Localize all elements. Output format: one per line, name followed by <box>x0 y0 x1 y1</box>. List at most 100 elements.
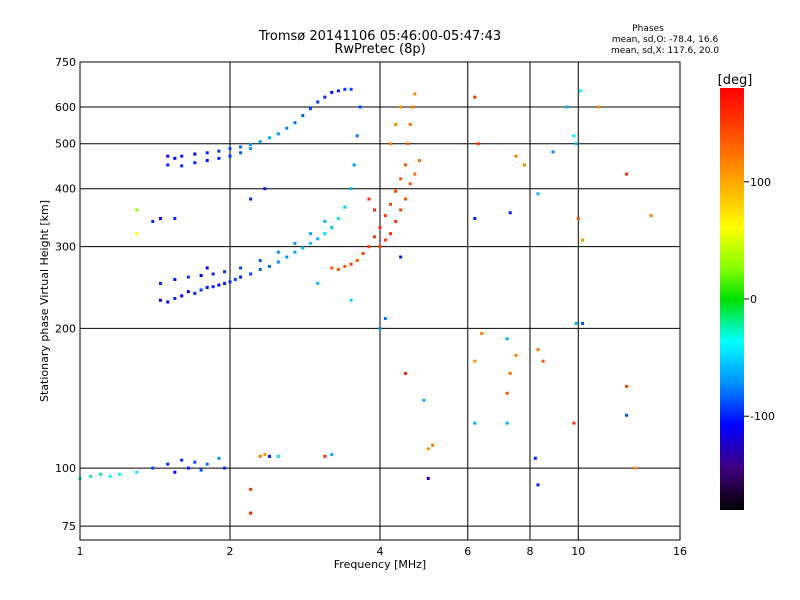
colorbar-ticks: 100 0 -100 <box>744 176 775 423</box>
data-point <box>186 466 190 470</box>
data-point <box>166 300 170 304</box>
data-point <box>173 217 177 221</box>
data-point <box>249 143 253 147</box>
data-point <box>205 286 209 290</box>
data-point <box>508 211 512 215</box>
data-point <box>205 151 209 155</box>
data-point <box>373 208 377 212</box>
data-point <box>211 272 215 276</box>
data-point <box>505 421 509 425</box>
data-point <box>293 121 297 125</box>
data-point <box>308 232 312 236</box>
data-point <box>316 281 320 285</box>
colorbar-tick-label: -100 <box>750 410 775 423</box>
data-point <box>625 172 629 176</box>
y-tick-label: 75 <box>62 520 76 533</box>
data-point <box>323 454 327 458</box>
data-point <box>349 262 353 266</box>
data-point <box>625 413 629 417</box>
data-point <box>572 134 576 138</box>
data-point <box>399 177 403 181</box>
x-tick-label: 16 <box>673 545 687 558</box>
data-point <box>533 456 537 460</box>
colorbar-tick-label: 100 <box>750 176 771 189</box>
data-point <box>581 321 585 325</box>
y-tick-label: 300 <box>55 241 76 254</box>
data-point <box>205 462 209 466</box>
data-point <box>523 163 527 167</box>
data-point <box>217 283 221 287</box>
data-point <box>135 470 139 474</box>
data-point <box>228 154 232 158</box>
data-point <box>249 197 253 201</box>
data-point <box>180 164 184 168</box>
data-point <box>473 421 477 425</box>
data-point <box>426 447 430 451</box>
y-tick-label: 100 <box>55 462 76 475</box>
data-point <box>166 154 170 158</box>
data-point <box>308 107 312 111</box>
data-point <box>249 272 253 276</box>
data-point <box>378 245 382 249</box>
x-tick-labels: 1 2 4 6 8 10 16 <box>77 545 688 558</box>
data-point <box>378 225 382 229</box>
data-point <box>541 359 545 363</box>
grid-lines <box>80 62 680 540</box>
y-tick-label: 400 <box>55 183 76 196</box>
y-axis-label: Stationary phase Virtual Height [km] <box>38 200 51 402</box>
x-tick-label: 10 <box>571 545 585 558</box>
data-point <box>293 250 297 254</box>
data-point <box>173 156 177 160</box>
chart-subtitle: RwPretec (8p) <box>334 42 425 57</box>
data-point <box>431 443 435 447</box>
data-point <box>473 95 477 99</box>
data-point <box>233 277 237 281</box>
colorbar <box>720 88 744 510</box>
data-point <box>276 454 280 458</box>
data-point <box>285 126 289 130</box>
data-point <box>173 296 177 300</box>
data-point <box>323 219 327 223</box>
data-point <box>505 391 509 395</box>
data-point <box>378 326 382 330</box>
data-point <box>217 156 221 160</box>
data-point <box>389 202 393 206</box>
data-point <box>135 232 139 236</box>
data-point <box>514 154 518 158</box>
data-point <box>211 285 215 289</box>
data-point <box>349 87 353 91</box>
data-point <box>228 147 232 151</box>
data-point <box>361 252 365 256</box>
data-point <box>330 452 334 456</box>
data-point <box>336 89 340 93</box>
x-tick-label: 4 <box>377 545 384 558</box>
data-point <box>514 353 518 357</box>
data-point <box>399 208 403 212</box>
data-point <box>186 275 190 279</box>
data-point <box>158 281 162 285</box>
data-point <box>373 235 377 239</box>
data-point <box>330 225 334 229</box>
x-tick-label: 8 <box>527 545 534 558</box>
phase-stats-x: mean, sd,X: 117.6, 20.0 <box>611 46 719 56</box>
x-tick-label: 6 <box>464 545 471 558</box>
data-point <box>89 474 93 478</box>
data-point <box>578 89 582 93</box>
data-point <box>403 163 407 167</box>
data-point <box>217 456 221 460</box>
colorbar-tick-label: 0 <box>750 293 757 306</box>
data-point <box>330 266 334 270</box>
phase-stats-heading: Phases <box>632 24 664 34</box>
data-point <box>205 266 209 270</box>
data-point <box>258 267 262 271</box>
data-point <box>383 238 387 242</box>
data-point <box>403 197 407 201</box>
data-point <box>173 470 177 474</box>
data-point <box>276 260 280 264</box>
y-tick-label: 750 <box>55 56 76 69</box>
data-point <box>223 281 227 285</box>
data-point <box>389 232 393 236</box>
data-point <box>413 172 417 176</box>
data-point <box>173 277 177 281</box>
data-point <box>476 142 480 146</box>
